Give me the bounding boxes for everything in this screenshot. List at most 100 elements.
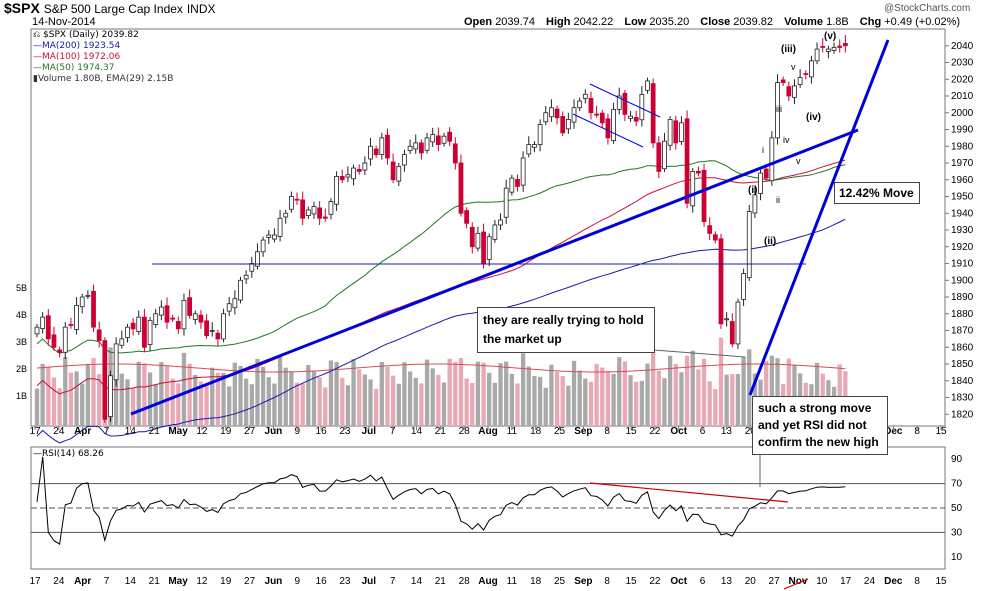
volume-bar xyxy=(696,369,701,426)
x-tick-label: 8 xyxy=(914,426,920,437)
volume-bar xyxy=(600,367,605,426)
x-tick-label: 14 xyxy=(411,426,423,437)
x-tick-label: 7 xyxy=(104,426,110,437)
x-tick-label: 15 xyxy=(625,426,637,437)
volume-bar xyxy=(436,374,441,426)
volume-bar xyxy=(775,358,780,426)
volume-bar xyxy=(492,382,498,426)
candle-body xyxy=(588,97,594,114)
symbol-title: $SPX S&P 500 Large Cap Index INDX xyxy=(4,0,215,16)
candle-body xyxy=(339,176,345,181)
close-value: 2039.82 xyxy=(733,16,774,28)
candle-body xyxy=(322,216,328,219)
volume-bar xyxy=(662,378,667,426)
candle-body xyxy=(537,124,543,145)
x-tick-label: 23 xyxy=(339,576,351,587)
legend-ma200: —MA(200) 1923.54 xyxy=(33,41,121,51)
volume-bar xyxy=(464,378,469,426)
volume-bar xyxy=(747,349,752,426)
x-tick-label: Jun xyxy=(265,576,283,587)
candle-body xyxy=(532,144,537,148)
volume-bar xyxy=(814,362,820,426)
x-tick-label: 13 xyxy=(721,576,733,587)
volume-bar xyxy=(351,359,356,426)
volume-bar xyxy=(91,358,96,426)
x-tick-label: 6 xyxy=(700,576,706,587)
candle-body xyxy=(645,80,650,91)
volume-bar xyxy=(667,355,673,426)
legend-ma50: —MA(50) 1974.37 xyxy=(33,63,115,73)
x-tick-label: 16 xyxy=(316,576,328,587)
volume-bar xyxy=(537,376,543,426)
x-tick-label: Sep xyxy=(574,426,592,437)
x-tick-label: 24 xyxy=(53,426,65,437)
x-tick-label: Jul xyxy=(362,576,377,587)
candle-body xyxy=(435,135,441,145)
price-tick-label: 1880 xyxy=(951,309,974,320)
rsi-axis: 10 30 50 70 90 xyxy=(951,454,963,563)
x-tick-label: 22 xyxy=(649,576,661,587)
volume-bar xyxy=(80,383,85,426)
x-tick-label: 13 xyxy=(721,426,733,437)
candle-body xyxy=(492,224,498,240)
ma50-line xyxy=(36,160,846,354)
volume-bar xyxy=(198,381,204,426)
price-tick-label: 1930 xyxy=(951,225,974,236)
volume-bar xyxy=(187,363,192,426)
wave-label-iv: (iv) xyxy=(806,112,821,123)
volume-bar xyxy=(554,371,560,426)
candle-body xyxy=(255,251,260,267)
candle-body xyxy=(792,85,797,98)
close-label: Close xyxy=(700,16,731,28)
volume-bar xyxy=(147,372,153,426)
price-divergence-line xyxy=(783,578,809,590)
volume-bar xyxy=(215,372,221,426)
candle-body xyxy=(187,297,193,316)
volume-bar xyxy=(249,384,254,426)
price-tick-label: 1860 xyxy=(951,342,974,353)
x-tick-label: 28 xyxy=(459,426,471,437)
candle-body xyxy=(616,95,622,110)
subwave-label-iii: iii xyxy=(776,104,782,114)
x-tick-label: 8 xyxy=(914,576,920,587)
ma200-line xyxy=(36,218,846,444)
x-tick-label: 18 xyxy=(530,426,542,437)
volume-bar xyxy=(57,388,62,426)
volume-bar xyxy=(266,377,271,426)
x-axis-rsi: 17 24 Apr 7 14 21 May 12 19 27 Jun 9 16 23 Jul 7 14 21 28 A… xyxy=(29,576,947,587)
volume-tick-label: 1B xyxy=(16,391,27,401)
candle-body xyxy=(204,320,209,336)
volume-bar xyxy=(628,375,633,426)
volume-bar xyxy=(311,371,317,426)
note-move-percent: 12.42% Move xyxy=(834,182,920,204)
volume-bar xyxy=(407,371,413,426)
channel-top xyxy=(589,83,661,118)
candle-body xyxy=(34,326,40,335)
x-tick-label: 21 xyxy=(435,576,447,587)
candle-body xyxy=(758,172,763,194)
volume-bar xyxy=(379,362,384,426)
volume-bar xyxy=(713,389,718,426)
candle-body xyxy=(40,316,46,329)
x-tick-label: 11 xyxy=(507,426,518,437)
price-tick-label: 1940 xyxy=(951,208,974,219)
x-tick-label: Dec xyxy=(884,426,903,437)
candle-body xyxy=(797,77,803,86)
x-tick-label: Apr xyxy=(74,426,91,437)
x-tick-label: Sep xyxy=(574,576,592,587)
volume-bar xyxy=(277,355,283,426)
x-tick-label: 8 xyxy=(604,426,610,437)
volume-bar xyxy=(74,371,79,426)
x-tick-label: 15 xyxy=(625,576,637,587)
price-tick-label: 2000 xyxy=(951,108,974,119)
x-tick-label: 17 xyxy=(29,426,41,437)
x-tick-label: 22 xyxy=(649,426,661,437)
candle-body xyxy=(221,313,226,340)
volume-bar xyxy=(328,360,334,426)
candle-body xyxy=(74,304,79,330)
candle-body xyxy=(192,313,198,320)
price-tick-label: 1890 xyxy=(951,292,974,303)
volume-bar xyxy=(441,382,447,426)
candle-body xyxy=(786,86,792,97)
volume-bar xyxy=(374,388,379,426)
